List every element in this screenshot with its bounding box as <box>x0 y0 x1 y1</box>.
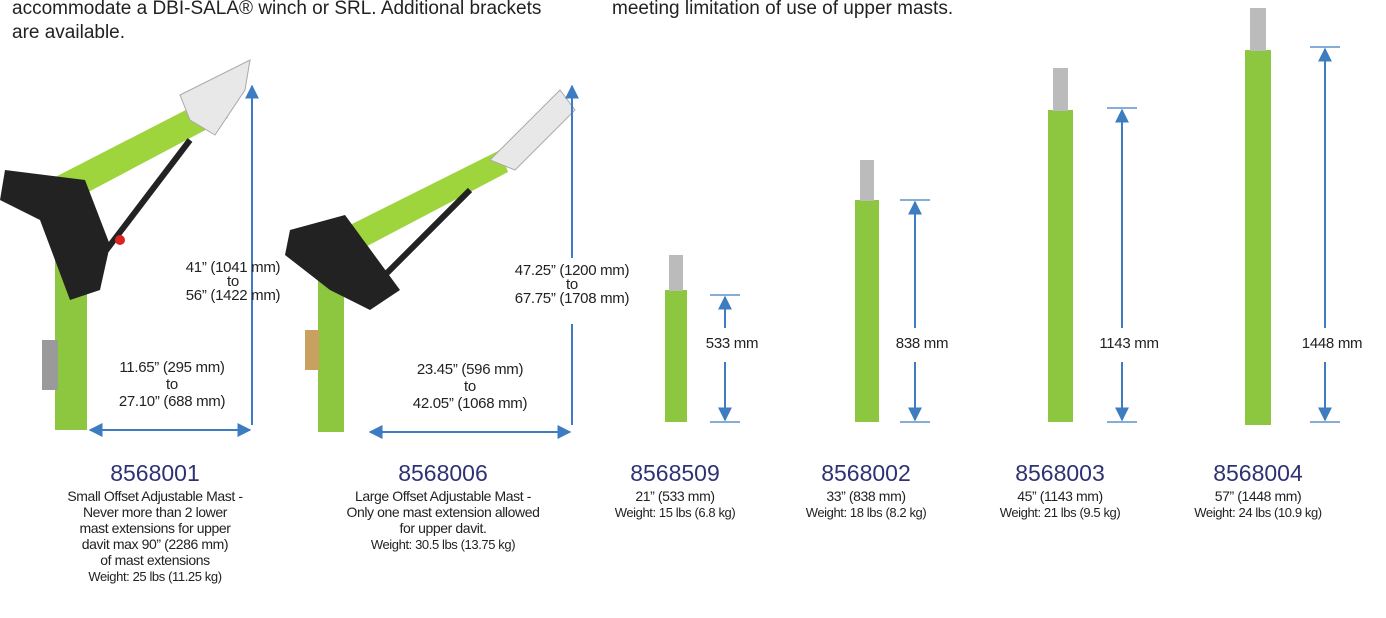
length-dimension: 838 mm <box>896 335 948 352</box>
mast-8568509 <box>665 255 687 422</box>
product-code: 8568003 <box>1015 460 1105 486</box>
product-description: Only one mast extension allowed <box>346 504 539 520</box>
davit-small-illustration <box>0 59 251 430</box>
product-weight: Weight: 18 lbs (8.2 kg) <box>806 505 927 520</box>
product-description: davit max 90” (2286 mm) <box>82 536 228 552</box>
mast-8568002 <box>855 160 879 422</box>
reach-dimension: 23.45” (596 mm) <box>417 361 524 378</box>
product-description: 21” (533 mm) <box>635 488 714 504</box>
product-code: 8568001 <box>110 460 200 486</box>
product-description: of mast extensions <box>100 552 210 568</box>
product-description: 57” (1448 mm) <box>1215 488 1302 504</box>
height-dimension: to <box>566 276 578 293</box>
product-weight: Weight: 15 lbs (6.8 kg) <box>615 505 736 520</box>
product-description: 45” (1143 mm) <box>1017 488 1103 504</box>
intro-text: meeting limitation of use of upper masts… <box>612 0 953 19</box>
product-description: mast extensions for upper <box>79 520 231 536</box>
length-dimension: 533 mm <box>706 335 758 352</box>
reach-dimension: 27.10” (688 mm) <box>119 393 226 410</box>
product-code: 8568509 <box>630 460 720 486</box>
intro-text: accommodate a DBI-SALA® winch or SRL. Ad… <box>12 0 541 19</box>
height-dimension: 47.25” (1200 mm) <box>515 262 630 279</box>
reach-dimension: to <box>464 378 476 395</box>
height-dimension: 41” (1041 mm) <box>186 259 281 276</box>
label-background <box>500 258 640 324</box>
product-weight: Weight: 30.5 lbs (13.75 kg) <box>371 537 515 552</box>
reach-dimension: 11.65” (295 mm) <box>119 359 225 376</box>
height-dimension: to <box>227 273 239 290</box>
product-description: Large Offset Adjustable Mast - <box>355 488 532 504</box>
length-dimension: 1143 mm <box>1099 335 1158 352</box>
product-weight: Weight: 25 lbs (11.25 kg) <box>88 569 221 584</box>
product-description: for upper davit. <box>400 520 487 536</box>
mast-8568003 <box>1048 68 1073 422</box>
product-description: Never more than 2 lower <box>83 504 228 520</box>
intro-text: are available. <box>12 22 125 43</box>
reach-dimension: to <box>166 376 178 393</box>
height-dimension: 56” (1422 mm) <box>186 287 281 304</box>
product-code: 8568002 <box>821 460 911 486</box>
length-dimension: 1448 mm <box>1302 335 1362 352</box>
product-weight: Weight: 21 lbs (9.5 kg) <box>1000 505 1121 520</box>
reach-dimension: 42.05” (1068 mm) <box>413 395 528 412</box>
product-description: 33” (838 mm) <box>826 488 905 504</box>
product-code: 8568004 <box>1213 460 1303 486</box>
davit-large-illustration <box>285 89 576 432</box>
height-dimension: 67.75” (1708 mm) <box>515 290 630 307</box>
product-code: 8568006 <box>398 460 488 486</box>
product-description: Small Offset Adjustable Mast - <box>67 488 243 504</box>
product-weight: Weight: 24 lbs (10.9 kg) <box>1194 505 1322 520</box>
mast-8568004 <box>1245 8 1271 425</box>
